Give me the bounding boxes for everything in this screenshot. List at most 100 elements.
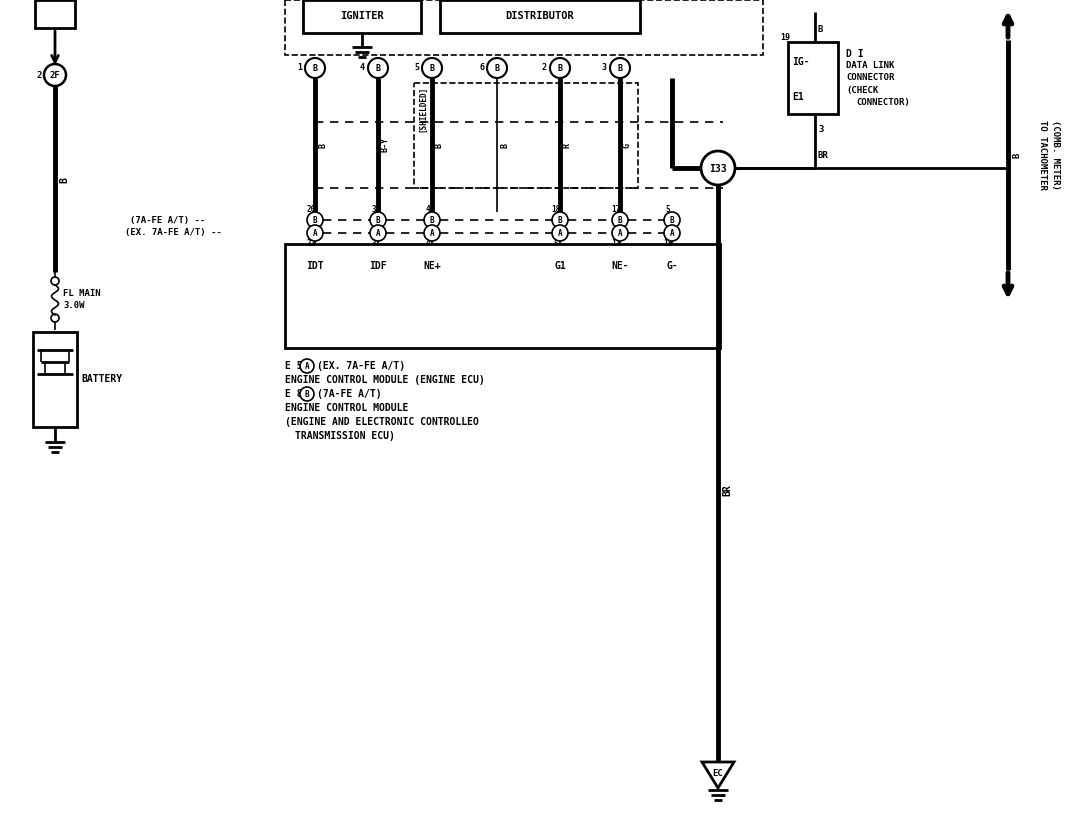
Text: A: A xyxy=(305,362,309,371)
Text: 2: 2 xyxy=(542,63,547,72)
Text: B: B xyxy=(318,143,327,148)
Text: DATA LINK: DATA LINK xyxy=(846,61,894,71)
Text: B: B xyxy=(430,64,435,73)
Text: (EX. 7A-FE A/T) --: (EX. 7A-FE A/T) -- xyxy=(125,228,222,237)
Text: 3: 3 xyxy=(602,63,607,72)
Text: G: G xyxy=(623,143,632,148)
Circle shape xyxy=(701,151,734,185)
Text: B: B xyxy=(500,143,508,148)
Text: BATTERY: BATTERY xyxy=(81,374,123,384)
Text: 5: 5 xyxy=(553,240,559,249)
Text: (7A-FE A/T) --: (7A-FE A/T) -- xyxy=(130,215,206,224)
Text: 18: 18 xyxy=(551,205,561,214)
Text: 19: 19 xyxy=(780,33,790,42)
Text: 4: 4 xyxy=(360,63,365,72)
Text: B: B xyxy=(435,143,445,148)
Bar xyxy=(440,0,640,33)
Circle shape xyxy=(552,212,568,228)
Text: 3: 3 xyxy=(372,205,376,214)
Text: (ENGINE AND ELECTRONIC CONTROLLEO: (ENGINE AND ELECTRONIC CONTROLLEO xyxy=(285,417,479,427)
Text: NE+: NE+ xyxy=(423,261,441,271)
Bar xyxy=(285,244,720,348)
Text: 18: 18 xyxy=(663,240,673,249)
Text: R: R xyxy=(563,143,572,148)
Bar xyxy=(788,42,838,114)
Text: CONNECTOR): CONNECTOR) xyxy=(856,98,909,107)
Circle shape xyxy=(612,225,628,241)
Text: 4: 4 xyxy=(425,205,431,214)
Text: B: B xyxy=(558,216,562,225)
Text: 6: 6 xyxy=(479,63,484,72)
Text: A: A xyxy=(558,229,562,238)
Text: B: B xyxy=(375,216,381,225)
Text: B: B xyxy=(495,64,500,73)
Text: DISTRIBUTOR: DISTRIBUTOR xyxy=(505,11,575,21)
Text: (COMB. METER): (COMB. METER) xyxy=(1050,120,1060,190)
Text: IDT: IDT xyxy=(306,261,324,271)
Text: (CHECK: (CHECK xyxy=(846,86,878,95)
Text: B: B xyxy=(617,216,623,225)
Text: ENGINE CONTROL MODULE: ENGINE CONTROL MODULE xyxy=(285,403,408,413)
Text: B: B xyxy=(818,25,823,34)
Bar xyxy=(285,0,763,55)
Circle shape xyxy=(370,225,386,241)
Text: 3.0W: 3.0W xyxy=(63,302,84,311)
Text: 17: 17 xyxy=(612,240,620,249)
Text: B: B xyxy=(59,177,69,183)
Text: G1: G1 xyxy=(554,261,566,271)
Circle shape xyxy=(552,225,568,241)
Text: (7A-FE A/T): (7A-FE A/T) xyxy=(317,389,382,399)
Circle shape xyxy=(307,212,323,228)
Text: D I: D I xyxy=(846,49,863,59)
Circle shape xyxy=(424,212,440,228)
Text: A: A xyxy=(375,229,381,238)
Circle shape xyxy=(370,212,386,228)
Text: 3: 3 xyxy=(372,240,376,249)
Text: E 5: E 5 xyxy=(285,361,303,371)
Circle shape xyxy=(307,225,323,241)
Text: 22: 22 xyxy=(306,240,316,249)
Circle shape xyxy=(300,387,314,401)
Text: BR: BR xyxy=(818,152,828,161)
Text: B-Y: B-Y xyxy=(381,138,390,152)
Text: A: A xyxy=(617,229,623,238)
Text: B: B xyxy=(305,390,309,399)
Text: 1: 1 xyxy=(297,63,302,72)
Text: ENGINE CONTROL MODULE (ENGINE ECU): ENGINE CONTROL MODULE (ENGINE ECU) xyxy=(285,375,485,385)
Text: E 8: E 8 xyxy=(285,389,303,399)
Text: G-: G- xyxy=(666,261,678,271)
Text: 2F: 2F xyxy=(50,71,61,80)
Text: B: B xyxy=(1012,152,1021,157)
Text: 3: 3 xyxy=(818,125,823,134)
Text: BR: BR xyxy=(722,484,732,496)
Text: EC: EC xyxy=(713,769,724,778)
Circle shape xyxy=(664,212,680,228)
Circle shape xyxy=(305,58,325,78)
Text: B: B xyxy=(312,64,318,73)
Text: CONNECTOR: CONNECTOR xyxy=(846,73,894,82)
Text: 4: 4 xyxy=(425,240,431,249)
Bar xyxy=(35,0,75,28)
Text: B: B xyxy=(312,216,318,225)
Bar xyxy=(414,83,637,188)
Text: B: B xyxy=(430,216,434,225)
Text: NE-: NE- xyxy=(611,261,629,271)
Circle shape xyxy=(424,225,440,241)
Circle shape xyxy=(550,58,570,78)
Text: A: A xyxy=(430,229,434,238)
Text: E1: E1 xyxy=(792,92,804,102)
Circle shape xyxy=(300,359,314,373)
Text: 20: 20 xyxy=(306,205,316,214)
Circle shape xyxy=(610,58,630,78)
Text: IDF: IDF xyxy=(369,261,387,271)
Text: [SHIELDED]: [SHIELDED] xyxy=(418,86,427,132)
Text: TO TACHOMETER: TO TACHOMETER xyxy=(1037,120,1047,190)
Circle shape xyxy=(612,212,628,228)
Bar xyxy=(33,332,77,427)
Circle shape xyxy=(44,64,66,86)
Text: B: B xyxy=(558,64,563,73)
Text: A: A xyxy=(669,229,675,238)
Text: TRANSMISSION ECU): TRANSMISSION ECU) xyxy=(295,431,394,441)
Text: 5: 5 xyxy=(665,205,671,214)
Text: B: B xyxy=(375,64,381,73)
